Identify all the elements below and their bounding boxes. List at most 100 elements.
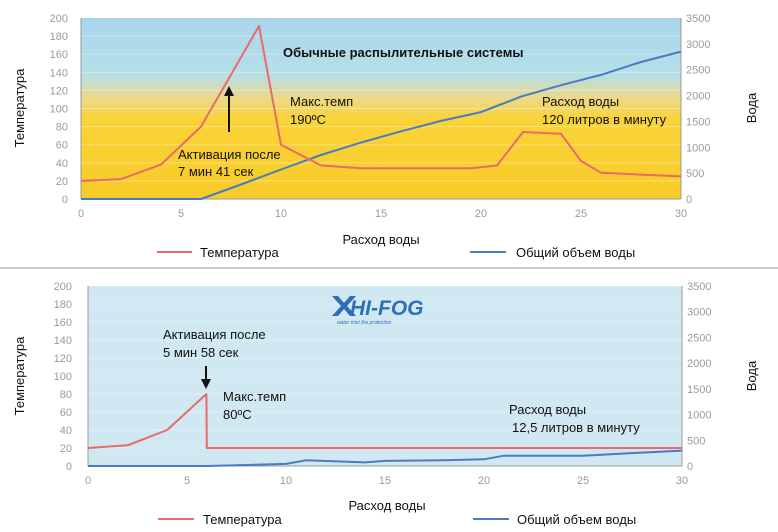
y-tick-label: 40 — [56, 158, 68, 170]
hifog-logo-tagline: water mist fire protection — [337, 320, 392, 326]
y2-tick-label: 1000 — [687, 410, 711, 422]
x-tick-label: 5 — [178, 208, 184, 220]
x-tick-label: 30 — [676, 475, 688, 487]
annotation-maxtemp-line2: 190ºC — [290, 112, 326, 127]
y2-tick-label: 2500 — [686, 65, 710, 77]
legend: Температура Общий объем воды — [157, 245, 635, 260]
y-tick-label: 20 — [56, 176, 68, 188]
y-axis-title-right: Вода — [744, 360, 759, 391]
annotation-waterflow-line1: Расход воды — [509, 402, 586, 417]
y-tick-label: 140 — [50, 67, 68, 79]
legend-label-water-volume: Общий объем воды — [516, 245, 635, 260]
y2-tick-label: 2000 — [687, 358, 711, 370]
y-tick-label: 120 — [50, 85, 68, 97]
x-tick-label: 25 — [575, 208, 587, 220]
y-tick-labels-right: 0 500 1000 1500 2000 2500 3000 3500 — [686, 13, 710, 206]
x-tick-label: 15 — [375, 208, 387, 220]
y2-tick-label: 500 — [687, 435, 705, 447]
x-tick-labels: 0 5 10 15 20 25 30 — [78, 208, 687, 220]
hifog-logo: HI-FOG water mist fire protection — [332, 296, 424, 326]
hifog-logo-text: HI-FOG — [350, 297, 424, 320]
y-tick-labels-left: 0 20 40 60 80 100 120 140 160 180 200 — [54, 281, 72, 473]
activation-arrow-head — [201, 379, 211, 389]
annotation-maxtemp-line1: Макс.темп — [223, 389, 286, 404]
x-tick-label: 30 — [675, 208, 687, 220]
y-tick-label: 180 — [54, 299, 72, 311]
x-tick-label: 15 — [379, 475, 391, 487]
x-tick-labels: 0 5 10 15 20 25 30 — [85, 475, 688, 487]
x-tick-label: 0 — [85, 475, 91, 487]
y2-tick-label: 3500 — [686, 13, 710, 25]
x-tick-label: 25 — [577, 475, 589, 487]
y-tick-label: 60 — [60, 407, 72, 419]
series-line-temperature — [80, 25, 682, 182]
y2-tick-label: 3500 — [687, 281, 711, 293]
y-tick-label: 160 — [54, 317, 72, 329]
x-tick-label: 20 — [475, 208, 487, 220]
series-line-temperature — [87, 393, 682, 449]
y-tick-label: 40 — [60, 425, 72, 437]
y2-tick-label: 1000 — [686, 142, 710, 154]
y-axis-title-left: Температура — [12, 68, 27, 148]
y2-tick-label: 500 — [686, 168, 704, 180]
y2-tick-label: 1500 — [686, 116, 710, 128]
y-tick-label: 100 — [50, 104, 68, 116]
x-tick-label: 10 — [280, 475, 292, 487]
y2-tick-label: 2500 — [687, 332, 711, 344]
y2-tick-label: 3000 — [687, 307, 711, 319]
y-tick-label: 60 — [56, 140, 68, 152]
annotation-activation-line1: Активация после — [163, 327, 266, 342]
series-line-water-volume — [88, 449, 683, 467]
hifog-logo-mark-icon — [332, 296, 356, 316]
y2-tick-label: 0 — [687, 461, 693, 473]
annotation-waterflow-line2: 12,5 литров в минуту — [512, 420, 640, 435]
x-tick-label: 5 — [184, 475, 190, 487]
y-axis-title-right: Вода — [744, 92, 759, 123]
y2-tick-label: 1500 — [687, 384, 711, 396]
annotation-maxtemp-line1: Макс.темп — [290, 94, 353, 109]
series-line-water-volume — [81, 50, 682, 200]
y-axis-title-left: Температура — [12, 336, 27, 416]
series-group — [87, 393, 683, 467]
y2-tick-label: 2000 — [686, 91, 710, 103]
annotation-activation-line1: Активация после — [178, 147, 281, 162]
x-axis-title: Расход воды — [348, 498, 425, 513]
y-tick-label: 80 — [56, 122, 68, 134]
annotation-maxtemp-line2: 80ºC — [223, 407, 252, 422]
series-group — [80, 25, 682, 200]
y-tick-label: 140 — [54, 335, 72, 347]
y-tick-label: 100 — [54, 371, 72, 383]
x-tick-label: 0 — [78, 208, 84, 220]
legend-label-temperature: Температура — [200, 245, 280, 260]
y-tick-labels-right: 0 500 1000 1500 2000 2500 3000 3500 — [687, 281, 711, 473]
y-tick-label: 160 — [50, 49, 68, 61]
y2-tick-label: 3000 — [686, 39, 710, 51]
chart-title: Обычные распылительные системы — [283, 45, 523, 60]
annotation-waterflow-line1: Расход воды — [542, 94, 619, 109]
annotation-activation-line2: 7 мин 41 сек — [178, 164, 254, 179]
y-tick-label: 80 — [60, 389, 72, 401]
gridlines — [88, 303, 682, 449]
annotation-waterflow-line2: 120 литров в минуту — [542, 112, 667, 127]
plot-area-background — [88, 286, 682, 466]
legend-label-temperature: Температура — [203, 512, 283, 527]
legend-label-water-volume: Общий объем воды — [517, 512, 636, 527]
y-tick-label: 20 — [60, 443, 72, 455]
y-tick-label: 200 — [54, 281, 72, 293]
legend: Температура Общий объем воды — [158, 512, 636, 527]
y-tick-label: 120 — [54, 353, 72, 365]
y-tick-label: 200 — [50, 13, 68, 25]
annotation-activation-line2: 5 мин 58 сек — [163, 345, 239, 360]
x-tick-label: 10 — [275, 208, 287, 220]
y2-tick-label: 0 — [686, 194, 692, 206]
x-tick-label: 20 — [478, 475, 490, 487]
y-tick-labels-left: 0 20 40 60 80 100 120 140 160 180 200 — [50, 13, 68, 206]
y-tick-label: 0 — [66, 461, 72, 473]
x-axis-title: Расход воды — [342, 232, 419, 247]
activation-arrow-head — [224, 86, 234, 96]
y-tick-label: 180 — [50, 31, 68, 43]
y-tick-label: 0 — [62, 194, 68, 206]
